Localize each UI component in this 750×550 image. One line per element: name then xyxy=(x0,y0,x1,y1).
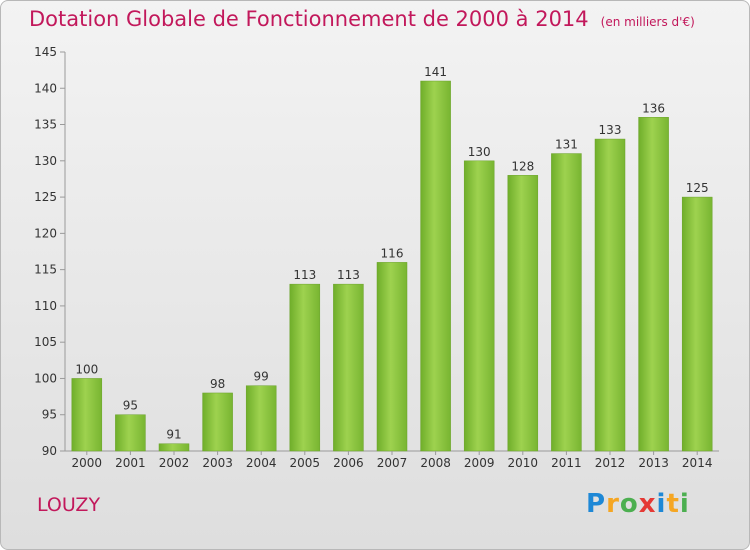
x-tick-label: 2003 xyxy=(202,456,233,470)
logo-letter: x xyxy=(638,489,657,519)
bar xyxy=(289,283,321,452)
chart-title: Dotation Globale de Fonctionnement de 20… xyxy=(29,7,695,31)
y-tick-label: 130 xyxy=(34,154,57,168)
x-tick-label: 2011 xyxy=(551,456,582,470)
title-text: Dotation Globale de Fonctionnement de 20… xyxy=(29,7,589,31)
bar-value-label: 91 xyxy=(166,428,181,442)
bar xyxy=(158,443,190,452)
commune-name: LOUZY xyxy=(37,494,101,516)
bar xyxy=(376,262,408,452)
y-tick-label: 145 xyxy=(34,45,57,59)
bar-value-label: 113 xyxy=(293,268,316,282)
bar xyxy=(594,138,626,452)
bar-value-label: 141 xyxy=(424,65,447,79)
y-tick-label: 125 xyxy=(34,190,57,204)
bar xyxy=(638,117,669,452)
bar-value-label: 128 xyxy=(511,159,534,173)
x-tick-label: 2005 xyxy=(290,456,321,470)
y-tick-label: 100 xyxy=(34,371,57,385)
logo-letter: o xyxy=(619,489,639,519)
bar-value-label: 95 xyxy=(123,399,138,413)
logo-letter: i xyxy=(679,489,690,519)
bar-value-label: 131 xyxy=(555,138,578,152)
y-tick-label: 135 xyxy=(34,118,57,132)
x-tick-label: 2010 xyxy=(508,456,539,470)
bar-value-label: 133 xyxy=(599,123,622,137)
bar xyxy=(245,385,277,452)
bar xyxy=(333,283,364,452)
y-tick-label: 95 xyxy=(42,408,57,422)
bar xyxy=(681,196,713,452)
x-tick-label: 2000 xyxy=(72,456,103,470)
x-tick-label: 2007 xyxy=(377,456,408,470)
y-tick-label: 90 xyxy=(42,444,57,458)
chart-subtitle: (en milliers d'€) xyxy=(600,15,695,29)
bar xyxy=(463,160,495,452)
bar-value-label: 113 xyxy=(337,268,360,282)
y-tick-label: 105 xyxy=(34,335,57,349)
bar-value-label: 125 xyxy=(686,181,709,195)
x-tick-label: 2014 xyxy=(682,456,713,470)
y-tick-label: 110 xyxy=(34,299,57,313)
logo-letter: P xyxy=(586,489,607,519)
bar xyxy=(507,175,539,452)
x-tick-label: 2001 xyxy=(115,456,146,470)
x-tick-label: 2012 xyxy=(595,456,626,470)
bar-value-label: 116 xyxy=(381,246,404,260)
bar xyxy=(202,392,233,452)
x-tick-label: 2008 xyxy=(420,456,451,470)
y-tick-label: 140 xyxy=(34,81,57,95)
logo-letter: i xyxy=(656,489,667,519)
logo-letter: t xyxy=(666,489,680,519)
bar xyxy=(420,80,451,452)
y-tick-label: 120 xyxy=(34,226,57,240)
x-tick-label: 2004 xyxy=(246,456,277,470)
bar xyxy=(551,153,582,452)
logo-letter: r xyxy=(606,489,620,519)
y-tick-label: 115 xyxy=(34,263,57,277)
bar xyxy=(115,414,146,452)
bar-value-label: 136 xyxy=(642,101,665,115)
x-tick-label: 2013 xyxy=(638,456,669,470)
bar-value-label: 130 xyxy=(468,145,491,159)
proxiti-logo: Proxiti xyxy=(586,489,690,519)
bar xyxy=(71,378,103,452)
bar-value-label: 98 xyxy=(210,377,225,391)
bar-value-label: 99 xyxy=(254,370,269,384)
x-tick-label: 2006 xyxy=(333,456,364,470)
x-tick-label: 2009 xyxy=(464,456,495,470)
bar-value-label: 100 xyxy=(75,362,98,376)
x-tick-label: 2002 xyxy=(159,456,190,470)
